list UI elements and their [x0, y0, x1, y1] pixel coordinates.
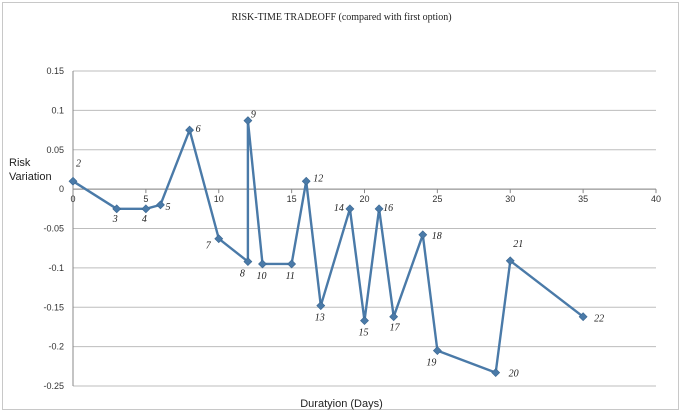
data-point-label: 15 [359, 328, 369, 339]
data-point-marker [301, 176, 311, 186]
y-axis-label: Risk Variation [9, 157, 52, 183]
data-point-marker [418, 230, 428, 240]
data-point-marker [505, 256, 515, 266]
data-point-label: 8 [240, 269, 245, 280]
data-point-marker [243, 257, 253, 266]
data-point-marker [68, 176, 78, 186]
data-point-label: 3 [112, 214, 118, 225]
x-tick-label: 5 [143, 194, 148, 204]
data-point-label: 10 [256, 271, 266, 282]
data-point-marker [578, 312, 588, 322]
data-point-label: 21 [513, 239, 523, 250]
data-point-marker [432, 346, 442, 355]
data-point-label: 11 [286, 271, 295, 282]
y-tick-label: -0.15 [43, 302, 64, 312]
data-point-marker [243, 116, 253, 126]
x-tick-label: 20 [359, 194, 369, 204]
data-point-label: 6 [196, 124, 201, 135]
x-tick-label: 15 [287, 194, 297, 204]
data-point-label: 14 [334, 203, 344, 214]
data-point-label: 20 [509, 369, 519, 380]
chart-frame [2, 2, 679, 410]
x-tick-label: 25 [432, 194, 442, 204]
data-point-label: 22 [594, 314, 604, 325]
data-point-marker [214, 234, 224, 244]
y-tick-label: 0.15 [46, 66, 64, 76]
data-point-marker [491, 368, 501, 378]
data-point-marker [112, 204, 122, 214]
data-point-label: 4 [142, 214, 147, 225]
y-tick-label: -0.05 [43, 224, 64, 234]
y-tick-label: -0.25 [43, 381, 64, 391]
chart-title: RISK-TIME TRADEOFF (compared with first … [231, 12, 452, 23]
y-tick-label: 0.1 [51, 105, 64, 115]
data-point-marker [316, 301, 326, 311]
x-axis-label: Duratyion (Days) [300, 398, 383, 410]
x-tick-label: 40 [651, 194, 661, 204]
data-point-label: 7 [206, 241, 212, 252]
data-point-label: 12 [313, 173, 323, 184]
x-tick-label: 30 [505, 194, 515, 204]
data-point-marker [389, 312, 399, 322]
data-point-label: 2 [76, 158, 81, 169]
data-point-marker [287, 259, 297, 269]
data-point-label: 13 [315, 313, 325, 324]
data-point-marker [185, 125, 195, 135]
x-tick-label: 0 [70, 194, 75, 204]
data-point-marker [258, 259, 267, 269]
data-point-label: 18 [432, 231, 442, 242]
data-point-marker [141, 204, 151, 214]
data-point-marker [156, 200, 165, 210]
data-point-label: 16 [383, 203, 393, 214]
x-tick-label: 35 [578, 194, 588, 204]
data-point-label: 17 [390, 323, 401, 334]
y-tick-label: -0.2 [48, 342, 64, 352]
y-tick-label: 0 [59, 184, 64, 194]
data-point-label: 5 [165, 202, 170, 213]
data-point-marker [374, 204, 384, 214]
y-tick-label: -0.1 [48, 263, 64, 273]
data-point-label: 19 [426, 358, 436, 369]
series-line [72, 119, 584, 374]
data-point-marker [360, 316, 369, 326]
x-tick-label: 10 [214, 194, 224, 204]
data-point-label: 9 [251, 110, 256, 121]
y-tick-label: 0.05 [46, 145, 64, 155]
data-point-marker [345, 204, 355, 214]
